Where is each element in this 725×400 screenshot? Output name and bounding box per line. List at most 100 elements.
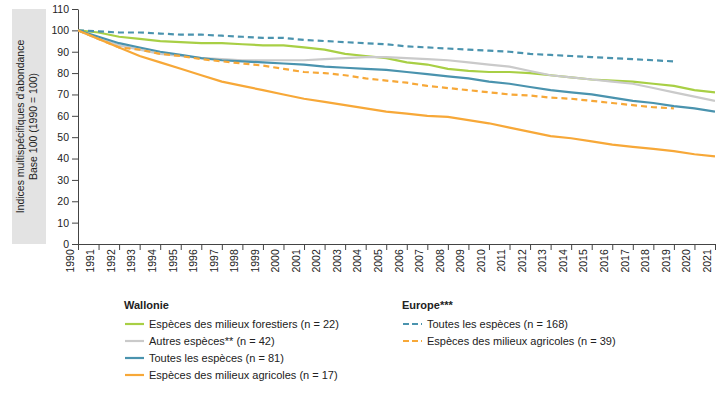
x-tick-label: 2016 — [598, 249, 610, 273]
x-tick-mark — [468, 244, 469, 250]
x-tick: 1999 — [249, 244, 264, 273]
x-tick-mark — [407, 244, 408, 250]
x-tick-label: 1999 — [249, 249, 261, 273]
x-tick: 1997 — [208, 244, 223, 273]
series-line — [78, 30, 715, 156]
legend-swatch — [125, 323, 144, 325]
x-tick-label: 2002 — [310, 249, 322, 273]
y-tick-mark — [72, 159, 78, 160]
x-tick-mark — [201, 244, 202, 250]
x-tick: 1990 — [64, 244, 79, 273]
x-tick-mark — [140, 244, 141, 250]
y-tick-mark — [72, 223, 78, 224]
y-tick-label: 90 — [57, 46, 69, 58]
x-axis: 1990199119921993199419951996199719981999… — [64, 244, 716, 273]
x-tick-label: 1995 — [167, 249, 179, 273]
x-tick-label: 2018 — [639, 249, 651, 273]
y-axis: 0102030405060708090100110 — [51, 3, 78, 250]
y-axis-title: Base 100 (1990 = 100) — [27, 73, 39, 180]
x-tick-label: 2008 — [434, 249, 446, 273]
x-tick-label: 2005 — [372, 249, 384, 273]
x-tick-mark — [99, 244, 100, 250]
x-tick-mark — [119, 244, 120, 250]
legend-group-title: Wallonie — [124, 299, 169, 311]
x-tick: 2019 — [660, 244, 675, 273]
x-tick-label: 2012 — [516, 249, 528, 273]
x-tick: 2004 — [351, 244, 366, 273]
x-tick-mark — [366, 244, 367, 250]
x-tick-label: 1996 — [187, 249, 199, 273]
y-tick-label: 40 — [57, 152, 69, 164]
legend-swatch — [125, 340, 144, 342]
y-tick-label: 110 — [52, 3, 69, 15]
y-tick: 30 — [57, 174, 78, 186]
x-tick-mark — [674, 244, 675, 250]
x-tick-label: 2020 — [680, 249, 692, 273]
series-line — [78, 30, 715, 111]
plot-lines — [78, 30, 715, 156]
x-tick-label: 2006 — [393, 249, 405, 273]
x-tick-mark — [304, 244, 305, 250]
series-line — [78, 30, 674, 61]
x-tick-label: 2007 — [413, 249, 425, 273]
y-axis-title: Indices multispécifiques d'abondance — [14, 40, 26, 214]
legend-label: Espèces des milieux agricoles (n = 17) — [149, 369, 338, 381]
y-tick-label: 80 — [57, 67, 69, 79]
legend-group-title: Europe*** — [402, 299, 453, 311]
x-tick-mark — [386, 244, 387, 250]
y-tick-label: 10 — [57, 216, 69, 228]
x-tick-label: 2017 — [619, 249, 631, 273]
x-tick-label: 2014 — [557, 249, 569, 273]
x-tick-label: 2011 — [495, 249, 507, 272]
x-tick-label: 1992 — [105, 249, 117, 273]
x-tick-mark — [715, 244, 716, 250]
y-tick: 100 — [51, 24, 78, 36]
x-tick-label: 1991 — [84, 249, 96, 273]
x-tick: 2017 — [619, 244, 634, 273]
x-tick-mark — [489, 244, 490, 250]
legend-label: Autres espèces** (n = 42) — [149, 335, 275, 347]
y-tick-mark — [72, 30, 78, 31]
x-tick-mark — [612, 244, 613, 250]
x-tick-mark — [510, 244, 511, 250]
x-tick-mark — [242, 244, 243, 250]
y-tick: 70 — [57, 88, 78, 100]
x-tick-label: 2013 — [536, 249, 548, 273]
x-tick: 2002 — [310, 244, 325, 273]
y-tick-mark — [72, 180, 78, 181]
x-tick-label: 2009 — [454, 249, 466, 273]
x-tick-label: 1997 — [208, 249, 220, 273]
y-tick-mark — [72, 73, 78, 74]
x-tick-mark — [181, 244, 182, 250]
x-axis-line — [79, 244, 716, 245]
x-tick: 1991 — [84, 244, 99, 273]
y-tick: 80 — [57, 67, 78, 79]
y-tick-mark — [72, 201, 78, 202]
x-tick: 2010 — [475, 244, 490, 273]
y-tick: 0 — [63, 238, 78, 250]
x-tick-mark — [694, 244, 695, 250]
y-tick-label: 30 — [57, 174, 69, 186]
x-tick: 1993 — [125, 244, 140, 273]
x-tick-mark — [551, 244, 552, 250]
legend-label: Toutes les espèces (n = 81) — [149, 352, 284, 364]
x-tick-mark — [653, 244, 654, 250]
x-tick-mark — [592, 244, 593, 250]
x-tick-mark — [160, 244, 161, 250]
x-tick: 1996 — [187, 244, 202, 273]
y-tick: 10 — [57, 216, 78, 228]
x-tick-mark — [427, 244, 428, 250]
y-tick-label: 20 — [57, 195, 69, 207]
legend-swatch — [403, 323, 422, 325]
chart: Indices multispécifiques d'abondanceBase… — [0, 0, 725, 400]
x-tick-label: 2015 — [577, 249, 589, 273]
x-tick-mark — [78, 244, 79, 250]
legend: WallonieEspèces des milieux forestiers (… — [124, 299, 616, 381]
x-tick: 2008 — [434, 244, 449, 273]
y-tick: 50 — [57, 131, 78, 143]
x-tick: 2006 — [393, 244, 408, 273]
x-tick-mark — [633, 244, 634, 250]
y-tick-mark — [72, 116, 78, 117]
x-tick-label: 2021 — [701, 249, 713, 273]
y-label-background — [12, 9, 46, 244]
